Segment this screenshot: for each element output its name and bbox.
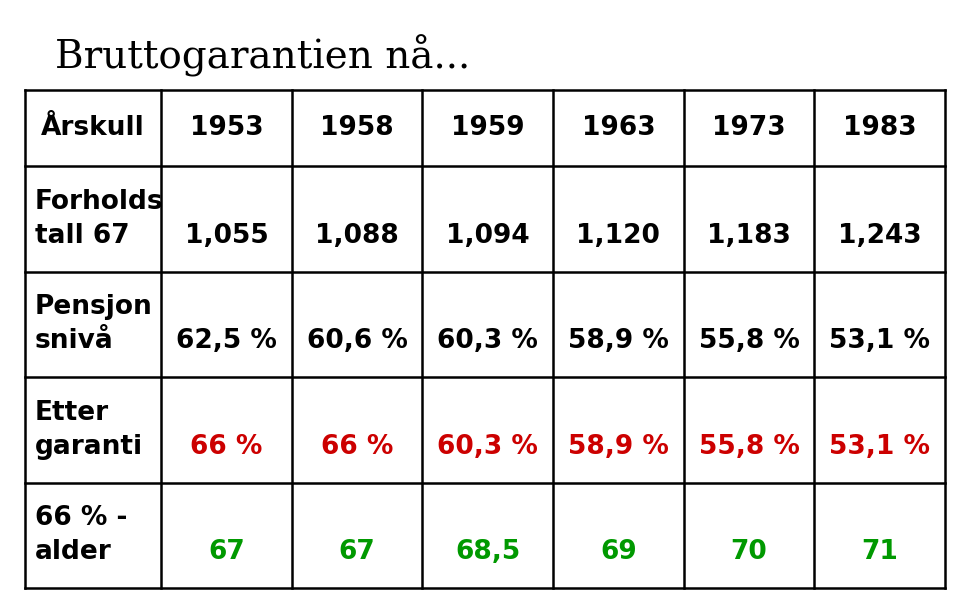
Text: 1,094: 1,094 <box>446 223 530 249</box>
Text: 1963: 1963 <box>582 115 656 141</box>
Text: 1953: 1953 <box>190 115 263 141</box>
Text: 70: 70 <box>731 539 767 565</box>
Text: 1,120: 1,120 <box>576 223 660 249</box>
Text: 69: 69 <box>600 539 636 565</box>
Text: 71: 71 <box>861 539 899 565</box>
Text: Bruttogarantien nå...: Bruttogarantien nå... <box>55 35 470 77</box>
Text: 66 % -: 66 % - <box>35 505 128 531</box>
Text: 55,8 %: 55,8 % <box>699 434 800 460</box>
Text: 60,3 %: 60,3 % <box>438 434 539 460</box>
Text: alder: alder <box>35 539 111 565</box>
Text: 62,5 %: 62,5 % <box>176 328 276 354</box>
Text: 1,088: 1,088 <box>315 223 399 249</box>
Text: 1959: 1959 <box>451 115 524 141</box>
Text: 58,9 %: 58,9 % <box>568 434 669 460</box>
Text: 1983: 1983 <box>843 115 917 141</box>
Text: 60,6 %: 60,6 % <box>306 328 408 354</box>
Text: 1958: 1958 <box>321 115 394 141</box>
Text: 60,3 %: 60,3 % <box>438 328 539 354</box>
Text: Pensjon: Pensjon <box>35 295 153 320</box>
Text: 68,5: 68,5 <box>455 539 520 565</box>
Text: 1973: 1973 <box>712 115 786 141</box>
Text: 67: 67 <box>339 539 375 565</box>
Text: 67: 67 <box>208 539 245 565</box>
Text: snivå: snivå <box>35 328 113 354</box>
Text: garanti: garanti <box>35 434 143 460</box>
Text: tall 67: tall 67 <box>35 223 130 249</box>
Text: 58,9 %: 58,9 % <box>568 328 669 354</box>
Text: 53,1 %: 53,1 % <box>829 434 930 460</box>
Text: 66 %: 66 % <box>321 434 394 460</box>
Text: 1,183: 1,183 <box>708 223 791 249</box>
Text: 66 %: 66 % <box>190 434 263 460</box>
Text: Etter: Etter <box>35 400 109 426</box>
Text: 53,1 %: 53,1 % <box>829 328 930 354</box>
Text: 1,243: 1,243 <box>838 223 922 249</box>
Text: Årskull: Årskull <box>41 115 145 141</box>
Text: Forholds: Forholds <box>35 189 163 215</box>
Text: 55,8 %: 55,8 % <box>699 328 800 354</box>
Text: 1,055: 1,055 <box>184 223 269 249</box>
